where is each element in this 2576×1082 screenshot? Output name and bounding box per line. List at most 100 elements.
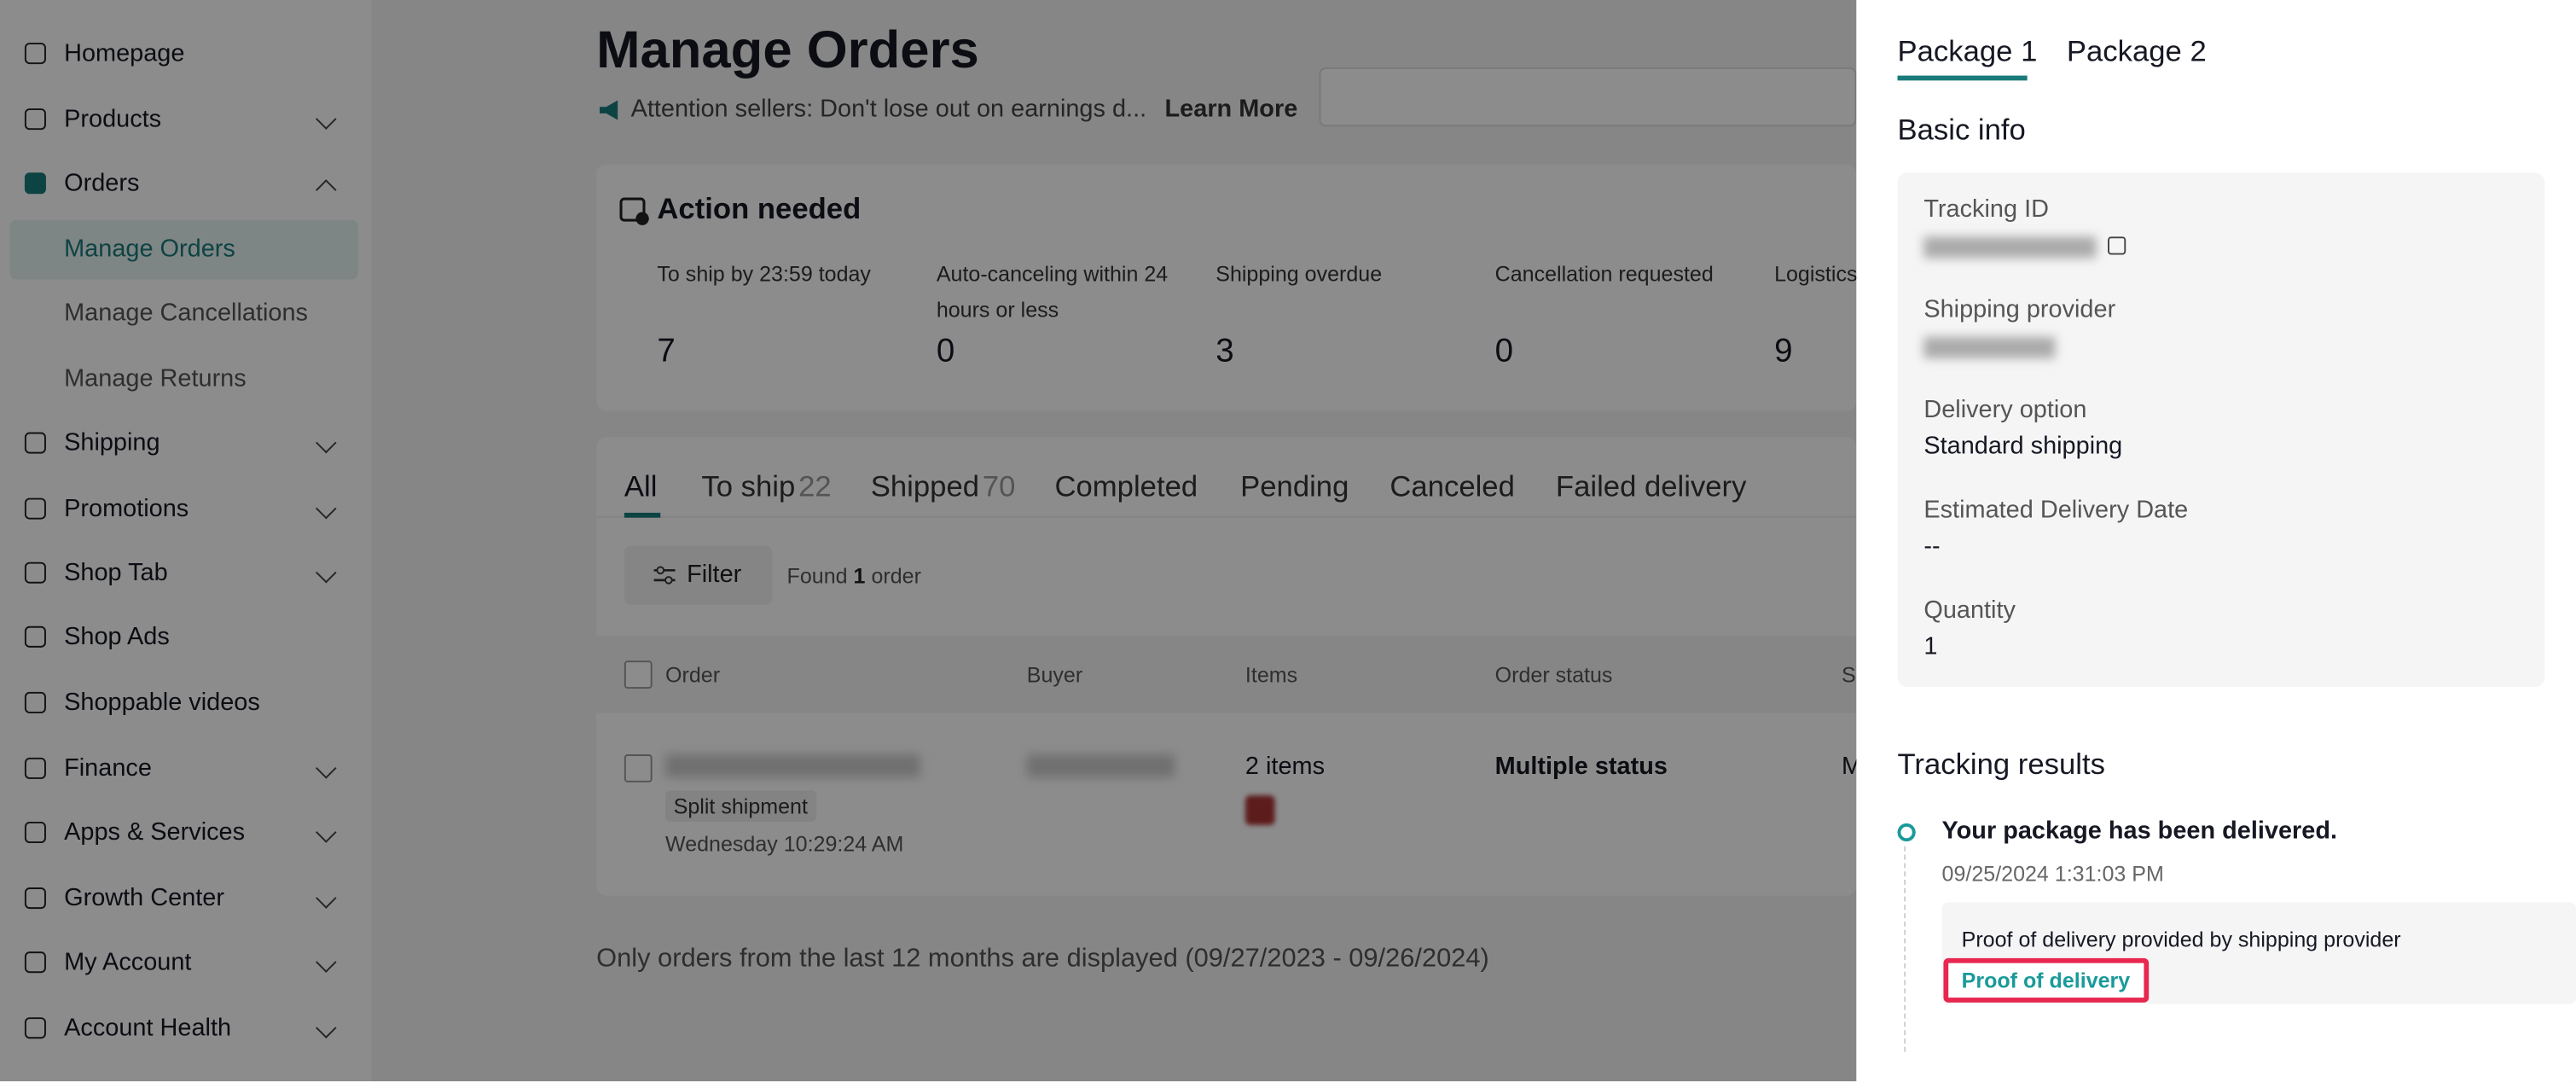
row-checkbox[interactable]: [624, 754, 653, 782]
nav-item[interactable]: Manage Cancellations: [0, 284, 371, 343]
nav-label: Orders: [64, 169, 140, 198]
package-panel: Package 1 Package 2 Basic info Tracking …: [1856, 0, 2576, 1082]
event-time: 09/25/2024 1:31:03 PM: [1941, 861, 2164, 887]
proof-box: Proof of delivery provided by shipping p…: [1941, 902, 2576, 1004]
nav-icon: [24, 432, 46, 454]
found-label: Found: [786, 563, 848, 589]
nav-item[interactable]: Products: [0, 90, 371, 149]
select-all-checkbox[interactable]: [624, 660, 653, 689]
nav-item[interactable]: Shipping: [0, 414, 371, 473]
tab-label: Pending: [1240, 469, 1349, 503]
search-box[interactable]: [1319, 67, 1857, 127]
nav-item[interactable]: Shop Ads: [0, 608, 371, 667]
stat-value: 7: [657, 333, 676, 370]
nav-item[interactable]: Account Health: [0, 999, 371, 1058]
order-tab[interactable]: Shipped 70: [871, 470, 1016, 504]
nav-label: Shoppable videos: [64, 688, 260, 717]
timeline-dot: [1897, 823, 1916, 842]
nav-icon: [24, 108, 46, 131]
nav-item[interactable]: Orders: [0, 154, 371, 213]
nav-icon: [24, 757, 46, 779]
stat-label: Logistics: [1774, 261, 1857, 287]
field-value: --: [1923, 532, 1941, 561]
modal-overlay[interactable]: [0, 0, 1857, 1082]
order-tab[interactable]: Pending: [1240, 470, 1349, 504]
tab-label: Completed: [1054, 469, 1198, 503]
table-header-cell: Buyer: [1026, 662, 1083, 688]
table-header-cell: S: [1842, 662, 1856, 688]
stat-value: 0: [936, 333, 955, 370]
nav-icon: [24, 951, 46, 974]
nav-label: Manage Returns: [64, 364, 247, 393]
tab-label: To ship: [701, 469, 796, 503]
table-header: [596, 636, 1857, 713]
found-text: Found 1 order: [787, 564, 921, 589]
orders-card: Filter Found 1 order Split shipment Wedn…: [596, 437, 1862, 896]
package-tab[interactable]: Package 1: [1897, 34, 2038, 67]
nav-item[interactable]: Shop Tab: [0, 544, 371, 603]
order-tab[interactable]: To ship 22: [701, 470, 831, 504]
stat-value: 9: [1774, 333, 1793, 370]
field-label: Quantity: [1923, 596, 2016, 625]
nav-icon: [24, 43, 46, 65]
nav-icon: [24, 497, 46, 520]
package-tab[interactable]: Package 2: [2066, 34, 2207, 67]
order-id-redacted: [665, 754, 920, 777]
nav-item[interactable]: Shoppable videos: [0, 674, 371, 733]
basic-info-title: Basic info: [1897, 113, 2026, 147]
nav-label: Shop Tab: [64, 558, 168, 587]
stat-label: Cancellation requested: [1494, 261, 1714, 287]
filter-button[interactable]: Filter: [624, 545, 773, 605]
found-unit: order: [871, 563, 921, 589]
nav-item[interactable]: My Account: [0, 934, 371, 992]
nav-item[interactable]: Growth Center: [0, 870, 371, 928]
active-tab-underline: [624, 512, 661, 518]
nav-item[interactable]: Manage Returns: [0, 350, 371, 409]
nav-label: Apps & Services: [64, 818, 246, 846]
order-tab[interactable]: All: [624, 470, 658, 504]
tab-label: All: [624, 469, 658, 503]
tab-label: Shipped: [870, 469, 980, 503]
field-value: Standard shipping: [1923, 432, 2123, 461]
learn-more-link[interactable]: Learn More: [1164, 95, 1298, 124]
basic-info-box: Tracking ID Shipping provider Delivery opt…: [1897, 172, 2545, 688]
stat-value: 3: [1215, 333, 1234, 370]
table-header-cell: Items: [1244, 662, 1298, 688]
nav-label: Shipping: [64, 428, 160, 457]
order-tab[interactable]: Completed: [1054, 470, 1198, 504]
calendar-icon: [619, 197, 649, 225]
action-card: Action needed To ship by 23:59 today 7 Aut…: [596, 164, 1857, 411]
footer-note: Only orders from the last 12 months are …: [596, 945, 1489, 974]
nav-item[interactable]: Apps & Services: [0, 804, 371, 863]
order-tab[interactable]: Failed delivery: [1556, 470, 1747, 504]
field-label: Shipping provider: [1923, 295, 2116, 324]
buyer-redacted: [1026, 754, 1175, 777]
tab-label: Canceled: [1390, 469, 1515, 503]
tab-label: Failed delivery: [1555, 469, 1747, 503]
proof-link[interactable]: Proof of delivery: [1943, 957, 2149, 1003]
tabs-divider: [596, 515, 1857, 518]
table-header-cell: Order status: [1494, 662, 1613, 688]
stat-label: To ship by 23:59 today: [657, 261, 871, 287]
copy-icon[interactable]: [2108, 236, 2126, 255]
nav-label: Homepage: [64, 39, 185, 67]
proof-note: Proof of delivery provided by shipping p…: [1961, 927, 2401, 952]
nav-icon: [24, 691, 46, 713]
nav-item[interactable]: Finance: [0, 740, 371, 799]
stat-label: Shipping overdue: [1215, 261, 1383, 287]
field-label: Tracking ID: [1923, 195, 2049, 224]
notice: Attention sellers: Don't lose out on ear…: [630, 95, 1147, 124]
timeline-line: [1904, 846, 1906, 1052]
nav-item[interactable]: Manage Orders: [9, 220, 358, 280]
nav-item[interactable]: Promotions: [0, 480, 371, 538]
item-thumb: [1244, 795, 1275, 825]
nav-item[interactable]: Homepage: [0, 25, 371, 84]
order-status: Multiple status: [1494, 753, 1668, 781]
tab-count: 22: [798, 469, 832, 503]
field-value-redacted: [1923, 236, 2097, 259]
filter-icon: [653, 566, 676, 585]
order-tab[interactable]: Canceled: [1390, 470, 1514, 504]
nav-label: Promotions: [64, 494, 189, 523]
tracking-title: Tracking results: [1897, 748, 2105, 781]
sidebar: Homepage Products Orders Manage Orders Manag…: [0, 0, 372, 1082]
